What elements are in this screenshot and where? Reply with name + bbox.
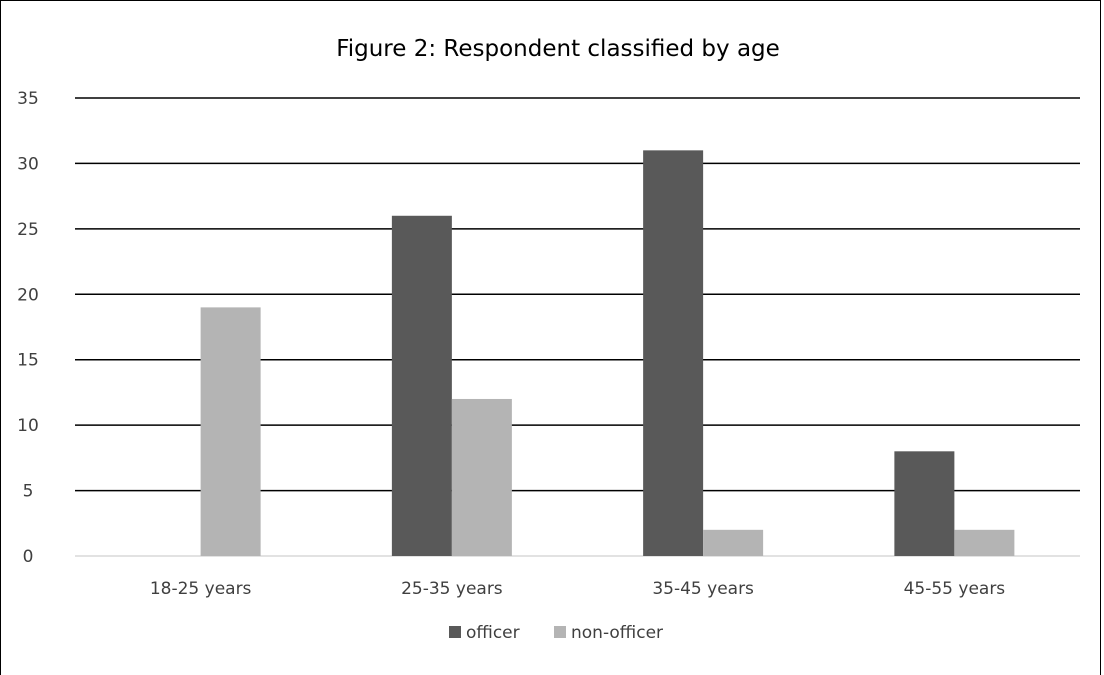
legend-swatch-officer xyxy=(449,626,461,638)
legend: officer non-officer xyxy=(449,623,663,643)
bar-non-officer-45-55-years xyxy=(954,529,1015,556)
y-axis-ticks: 0 5 10 15 20 25 30 35 xyxy=(17,89,39,567)
bar-officer-35-45-years xyxy=(643,150,704,557)
x-tick-label: 25-35 years xyxy=(401,579,503,599)
y-tick-label: 0 xyxy=(23,547,34,567)
bar-non-officer-35-45-years xyxy=(703,529,764,556)
y-tick-label: 10 xyxy=(17,416,39,436)
legend-label-non-officer: non-officer xyxy=(571,623,663,643)
y-tick-label: 5 xyxy=(23,482,34,502)
x-tick-label: 45-55 years xyxy=(904,579,1006,599)
x-tick-label: 18-25 years xyxy=(150,579,252,599)
legend-swatch-non-officer xyxy=(554,626,566,638)
y-tick-label: 30 xyxy=(17,154,39,174)
bars xyxy=(200,150,1015,557)
y-tick-label: 25 xyxy=(17,220,39,240)
y-tick-label: 15 xyxy=(17,351,39,371)
chart-title: Figure 2: Respondent classified by age xyxy=(336,36,780,62)
y-tick-label: 20 xyxy=(17,285,39,305)
x-axis-ticks: 18-25 years 25-35 years 35-45 years 45-55 y… xyxy=(150,579,1005,599)
bar-officer-45-55-years xyxy=(894,451,955,556)
y-tick-label: 35 xyxy=(17,89,39,109)
bar-non-officer-18-25-years xyxy=(200,307,261,556)
x-tick-label: 35-45 years xyxy=(652,579,754,599)
bar-non-officer-25-35-years xyxy=(451,398,512,556)
bar-officer-25-35-years xyxy=(391,215,452,556)
legend-label-officer: officer xyxy=(466,623,520,643)
